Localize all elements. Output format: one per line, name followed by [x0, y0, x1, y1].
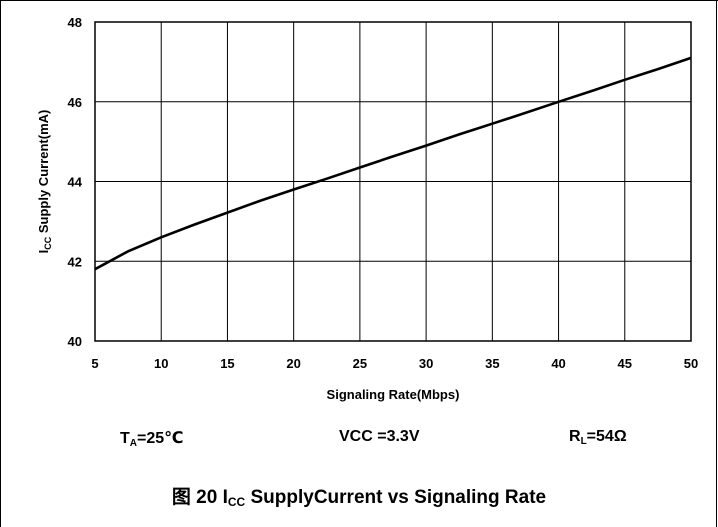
y-tick-label-4: 48: [68, 15, 82, 30]
condition-rl-main: R: [569, 428, 581, 445]
plot-border: [94, 21, 692, 342]
x-tick-label-2: 15: [220, 356, 234, 371]
y-axis-label-main: I: [36, 250, 51, 254]
condition-ta-sub: A: [129, 438, 138, 449]
condition-vcc: VCC =3.3V: [339, 428, 420, 445]
chart: 5 10 15 20 25 30 35 40 45 50 40 42 44 46 48 Signaling…: [36, 15, 698, 402]
y-axis-label: ICC Supply Current(mA): [36, 110, 53, 254]
y-tick-label-3: 46: [68, 95, 82, 110]
chart-grid: [94, 21, 692, 342]
condition-ta-main: T: [120, 430, 130, 447]
condition-rl-rest: =54Ω: [586, 428, 627, 445]
series-line: [94, 56, 692, 271]
figure-caption: 图 20 ICC SupplyCurrent vs Signaling Rate: [0, 482, 718, 509]
top-rule: [0, 0, 718, 1]
x-tick-label-8: 45: [618, 356, 632, 371]
y-tick-label-0: 40: [68, 334, 82, 349]
x-tick-label-4: 25: [353, 356, 367, 371]
x-tick-label-6: 35: [485, 356, 499, 371]
x-tick-label-1: 10: [154, 356, 168, 371]
condition-rl: RL=54Ω: [569, 428, 627, 447]
y-tick-labels: 40 42 44 46 48: [68, 15, 83, 349]
caption-prefix: 图 20 I: [171, 487, 228, 508]
caption-sub: CC: [227, 495, 246, 509]
x-tick-labels: 5 10 15 20 25 30 35 40 45 50: [91, 356, 698, 371]
y-axis-label-sub: CC: [43, 236, 53, 249]
y-tick-label-1: 42: [68, 254, 82, 269]
x-tick-label-9: 50: [684, 356, 698, 371]
condition-ta: TA=25℃: [120, 428, 184, 449]
x-tick-label-5: 30: [419, 356, 433, 371]
x-tick-label-7: 40: [551, 356, 565, 371]
condition-rl-sub: L: [580, 436, 587, 447]
x-tick-label-0: 5: [91, 356, 98, 371]
y-tick-label-2: 44: [68, 175, 83, 190]
x-tick-label-3: 20: [286, 356, 300, 371]
x-axis-label: Signaling Rate(Mbps): [327, 387, 460, 402]
condition-ta-rest: =25℃: [137, 430, 184, 447]
y-axis-label-rest: Supply Current(mA): [36, 110, 51, 237]
caption-rest: SupplyCurrent vs Signaling Rate: [245, 487, 547, 508]
